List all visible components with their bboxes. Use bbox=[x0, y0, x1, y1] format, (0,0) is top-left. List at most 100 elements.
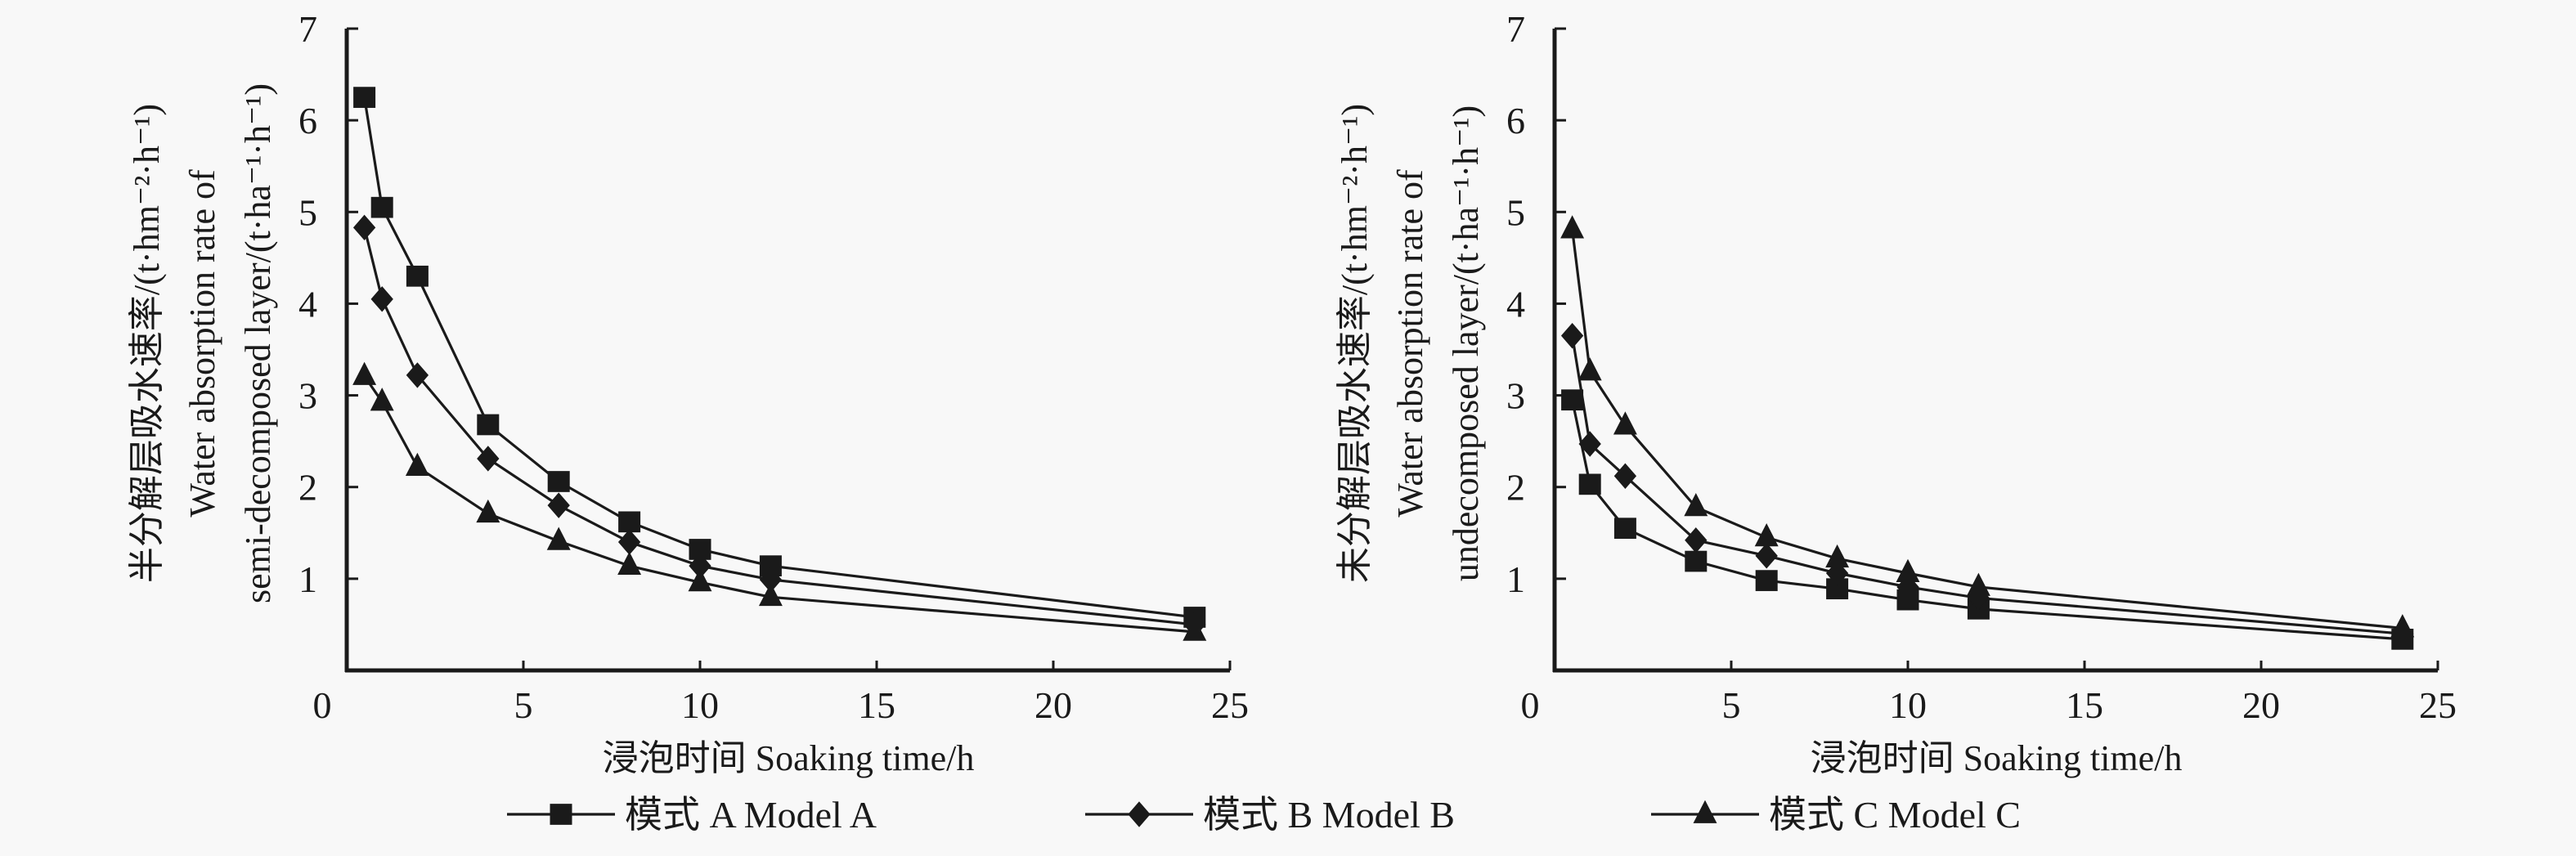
left-y-axis-title: 半分解层吸水速率/(t·hm⁻²·h⁻¹) Water absorption r… bbox=[127, 83, 278, 603]
right-triangle-point-model-c bbox=[1966, 572, 1990, 596]
right-diamond-point-model-b bbox=[1755, 543, 1778, 569]
right-x-tick-label: 0 bbox=[1521, 684, 1540, 726]
right-diamond-point-model-b bbox=[1578, 431, 1601, 457]
left-x-tick-label: 25 bbox=[1211, 684, 1249, 726]
legend-square-marker bbox=[550, 804, 572, 825]
right-diamond-point-model-b bbox=[1685, 527, 1708, 553]
right-y-tick-label: 7 bbox=[1506, 8, 1525, 50]
legend-item-model-a: 模式 A Model A bbox=[507, 794, 877, 836]
legend-label: 模式 A Model A bbox=[625, 794, 877, 836]
left-y-tick-labels: 1 2 3 4 5 6 7 bbox=[298, 8, 317, 600]
legend-triangle-marker-icon bbox=[1651, 800, 1759, 823]
left-plot-area bbox=[344, 27, 1232, 673]
legend-label: 模式 C Model C bbox=[1769, 794, 2021, 836]
right-y-axis-title-line-3: undecomposed layer/(t·ha⁻¹·h⁻¹) bbox=[1446, 105, 1486, 581]
left-y-tick-label: 1 bbox=[298, 558, 317, 600]
right-y-axis-title-line-1: 未分解层吸水速率/(t·hm⁻²·h⁻¹) bbox=[1335, 104, 1375, 583]
right-triangle-point-model-c bbox=[1896, 558, 1920, 583]
right-diamond-point-model-b bbox=[1896, 574, 1919, 600]
left-x-tick-label: 20 bbox=[1034, 684, 1072, 726]
right-diamond-point-model-b bbox=[1825, 560, 1849, 586]
right-y-tick-label: 1 bbox=[1506, 558, 1525, 600]
left-diamond-point-model-b bbox=[477, 446, 500, 472]
left-triangle-point-model-c bbox=[405, 452, 429, 476]
left-x-tick-label: 15 bbox=[858, 684, 895, 726]
right-plot-area bbox=[1552, 27, 2439, 673]
left-y-tick-label: 5 bbox=[298, 191, 317, 233]
left-y-tick-label: 6 bbox=[298, 100, 317, 141]
left-triangle-point-model-c bbox=[370, 388, 394, 411]
left-y-axis-title-line-3: semi-decomposed layer/(t·ha⁻¹·h⁻¹) bbox=[238, 83, 278, 603]
left-square-point-model-a bbox=[618, 511, 641, 533]
right-diamond-point-model-b bbox=[1560, 322, 1584, 349]
left-square-point-model-a bbox=[547, 471, 570, 492]
left-triangle-point-model-c bbox=[688, 567, 712, 592]
legend-diamond-marker-icon bbox=[1085, 801, 1193, 827]
left-x-tick-label: 10 bbox=[681, 684, 719, 726]
left-square-point-model-a bbox=[353, 87, 376, 108]
right-y-tick-label: 2 bbox=[1506, 467, 1525, 509]
right-square-point-model-a bbox=[1685, 550, 1708, 572]
legend-label: 模式 B Model B bbox=[1203, 794, 1455, 836]
left-triangle-point-model-c bbox=[546, 527, 571, 550]
legend-diamond-marker bbox=[1128, 801, 1151, 827]
right-triangle-point-model-c bbox=[1613, 411, 1637, 435]
right-y-axis-title: 未分解层吸水速率/(t·hm⁻²·h⁻¹) Water absorption r… bbox=[1335, 104, 1486, 583]
legend-item-model-b: 模式 B Model B bbox=[1085, 794, 1455, 836]
left-triangle-point-model-c bbox=[1183, 617, 1207, 641]
right-chart-panel: 未分解层吸水速率/(t·hm⁻²·h⁻¹) Water absorption r… bbox=[1335, 8, 2457, 778]
left-x-axis-title: 浸泡时间 Soaking time/h bbox=[603, 738, 975, 778]
left-y-tick-label: 4 bbox=[298, 283, 317, 325]
right-square-point-model-a bbox=[1755, 570, 1778, 591]
left-y-tick-label: 2 bbox=[298, 467, 317, 509]
left-triangle-point-model-c bbox=[352, 361, 377, 385]
left-diamond-point-model-b bbox=[352, 214, 376, 241]
left-y-tick-label: 3 bbox=[298, 375, 317, 417]
right-square-point-model-a bbox=[1578, 473, 1601, 495]
legend-triangle-marker bbox=[1693, 800, 1717, 823]
right-x-tick-label: 15 bbox=[2066, 684, 2103, 726]
left-triangle-point-model-c bbox=[758, 582, 783, 607]
left-y-tick-label: 7 bbox=[298, 8, 317, 50]
left-diamond-point-model-b bbox=[617, 529, 641, 555]
right-y-tick-label: 4 bbox=[1506, 283, 1525, 325]
left-chart-panel: 半分解层吸水速率/(t·hm⁻²·h⁻¹) Water absorption r… bbox=[127, 8, 1249, 778]
right-x-axis-title: 浸泡时间 Soaking time/h bbox=[1811, 738, 2183, 778]
right-triangle-point-model-c bbox=[1754, 523, 1779, 547]
left-series-line-model-a bbox=[363, 96, 1195, 619]
right-x-tick-label: 25 bbox=[2419, 684, 2457, 726]
left-x-tick-label: 5 bbox=[514, 684, 533, 726]
left-x-tick-label: 0 bbox=[313, 684, 332, 726]
right-square-point-model-a bbox=[1613, 518, 1636, 540]
legend-square-marker-icon bbox=[507, 804, 615, 825]
right-square-point-model-a bbox=[1561, 389, 1584, 411]
right-triangle-point-model-c bbox=[1577, 357, 1602, 381]
left-square-point-model-a bbox=[406, 265, 429, 287]
right-triangle-point-model-c bbox=[2390, 614, 2415, 638]
right-x-tick-label: 5 bbox=[1722, 684, 1741, 726]
left-triangle-point-model-c bbox=[476, 499, 500, 523]
left-diamond-point-model-b bbox=[547, 492, 570, 518]
left-diamond-point-model-b bbox=[406, 362, 429, 388]
right-x-tick-label: 10 bbox=[1889, 684, 1927, 726]
right-y-tick-labels: 1 2 3 4 5 6 7 bbox=[1506, 8, 1525, 600]
left-square-point-model-a bbox=[477, 414, 500, 436]
right-x-tick-labels: 0 5 10 15 20 25 bbox=[1521, 684, 2457, 726]
legend-item-model-c: 模式 C Model C bbox=[1651, 794, 2021, 836]
right-triangle-point-model-c bbox=[1825, 544, 1850, 568]
right-y-axis-title-line-2: Water absorption rate of bbox=[1390, 169, 1430, 518]
left-x-tick-labels: 0 5 10 15 20 25 bbox=[313, 684, 1250, 726]
right-triangle-point-model-c bbox=[1560, 215, 1585, 239]
right-x-tick-label: 20 bbox=[2242, 684, 2280, 726]
left-square-point-model-a bbox=[370, 196, 393, 218]
right-y-tick-label: 6 bbox=[1506, 100, 1525, 141]
left-triangle-point-model-c bbox=[617, 551, 642, 576]
left-diamond-point-model-b bbox=[370, 286, 393, 312]
right-diamond-point-model-b bbox=[1613, 463, 1637, 489]
legend: 模式 A Model A 模式 B Model B 模式 C Model C bbox=[507, 794, 2021, 836]
right-y-tick-label: 3 bbox=[1506, 375, 1525, 417]
right-y-tick-label: 5 bbox=[1506, 191, 1525, 233]
right-triangle-point-model-c bbox=[1684, 493, 1708, 517]
left-y-axis-title-line-1: 半分解层吸水速率/(t·hm⁻²·h⁻¹) bbox=[127, 104, 167, 583]
